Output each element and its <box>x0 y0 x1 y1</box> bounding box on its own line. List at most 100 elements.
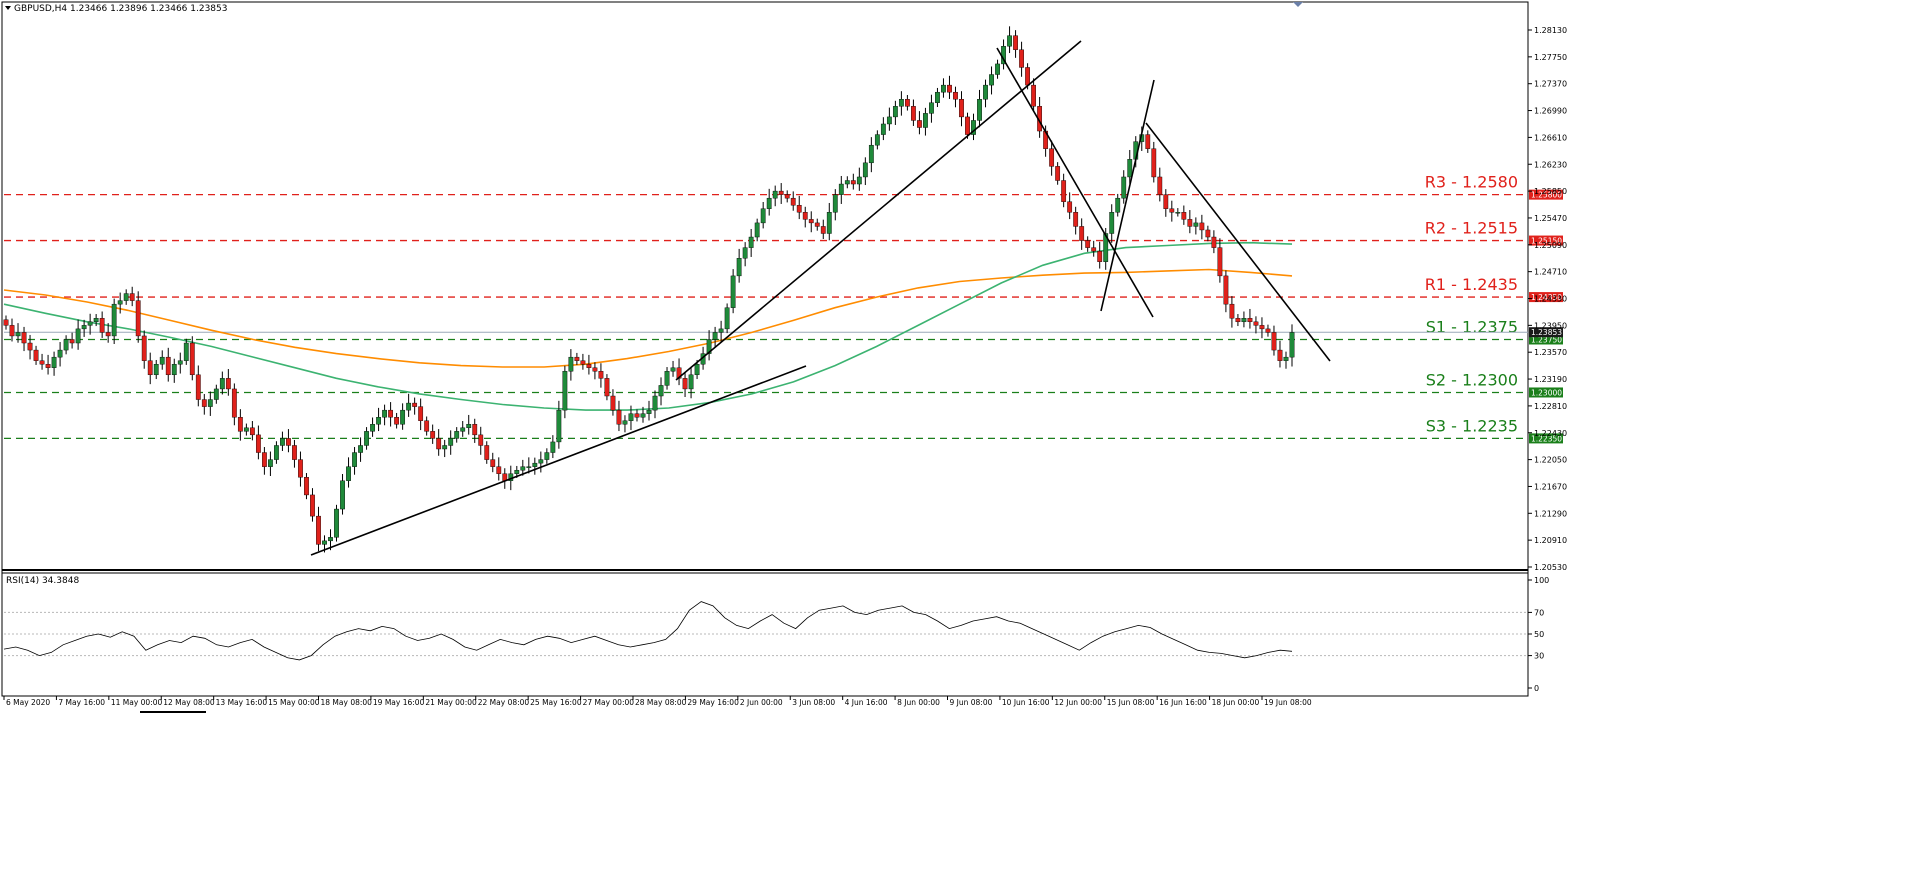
candle-body <box>304 477 309 496</box>
bearish-candle <box>262 447 267 475</box>
bullish-candle <box>364 427 369 450</box>
candle-body <box>1211 236 1217 248</box>
trendline <box>675 40 1082 381</box>
bullish-candle <box>280 431 285 451</box>
candle-body <box>454 431 460 439</box>
bullish-candle <box>352 447 357 475</box>
candle-body <box>286 438 291 446</box>
candle-body <box>1199 222 1205 231</box>
candle-body <box>466 424 472 429</box>
bearish-candle <box>412 397 418 415</box>
bullish-candle <box>183 338 189 365</box>
bullish-candle <box>544 448 550 464</box>
candle-body <box>898 99 904 107</box>
bullish-candle <box>724 303 730 334</box>
candle-body <box>1061 180 1067 202</box>
bearish-candle <box>237 409 243 441</box>
candle-body <box>772 190 778 199</box>
candle-body <box>1157 176 1163 195</box>
bullish-candle <box>219 371 225 395</box>
candle-body <box>688 374 694 390</box>
candle-body <box>820 226 826 234</box>
candle-body <box>412 402 418 407</box>
scroll-marker-icon[interactable] <box>1293 2 1303 7</box>
candle-body <box>490 459 496 467</box>
bullish-candle <box>1121 170 1127 204</box>
bullish-candle <box>983 79 988 108</box>
time-tick-label: 29 May 16:00 <box>687 698 739 707</box>
price-tick-label: 1.27750 <box>1534 53 1567 62</box>
candle-body <box>1163 194 1169 209</box>
candle-body <box>237 417 243 432</box>
level-label-s1: S1 - 1.2375 <box>1426 317 1518 336</box>
bearish-candle <box>316 506 321 552</box>
bearish-candle <box>917 111 922 135</box>
bearish-candle <box>947 75 952 99</box>
candle-body <box>9 325 15 337</box>
candle-body <box>538 459 544 464</box>
dropdown-triangle-icon[interactable] <box>5 6 11 10</box>
candle-body <box>640 413 646 418</box>
price-tick-label: 1.26990 <box>1534 107 1567 116</box>
candle-body <box>748 236 754 248</box>
candle-body <box>219 378 225 390</box>
candle-body <box>604 378 610 397</box>
candle-body <box>923 113 928 128</box>
bearish-candle <box>45 354 51 375</box>
bullish-candle <box>862 157 868 186</box>
candle-body <box>430 431 436 439</box>
candle-body <box>874 134 880 146</box>
candle-body <box>171 364 177 376</box>
candle-body <box>886 116 892 125</box>
candle-body <box>328 537 333 542</box>
bullish-candle <box>874 130 880 150</box>
candle-body <box>1229 303 1235 319</box>
candle-body <box>730 275 736 308</box>
candle-body <box>1265 328 1271 333</box>
candle-body <box>868 144 874 164</box>
candle-body <box>682 378 688 390</box>
bearish-candle <box>1277 340 1283 368</box>
bullish-candle <box>63 335 69 355</box>
candle-body <box>424 420 430 432</box>
bearish-candle <box>1247 308 1253 329</box>
candle-body <box>352 452 357 467</box>
bullish-candle <box>929 94 934 123</box>
candle-body <box>99 318 105 333</box>
bullish-candle <box>111 298 117 345</box>
bullish-candle <box>868 137 874 173</box>
bearish-candle <box>574 352 580 365</box>
level-tag-text: 1.23000 <box>1531 388 1562 397</box>
price-axis: 1.28130 1.27750 1.27370 1.26990 1.26610 1.262… <box>1528 26 1567 572</box>
bearish-candle <box>1217 238 1223 283</box>
candle-body <box>195 374 201 400</box>
candle-body <box>1067 201 1073 213</box>
bullish-candle <box>382 404 387 426</box>
bearish-candle <box>802 206 808 228</box>
bullish-candle <box>622 415 628 433</box>
candle-body <box>292 445 297 460</box>
bullish-candle <box>706 330 712 361</box>
candle-body <box>472 424 478 436</box>
candle-body <box>724 307 730 330</box>
candle-body <box>123 293 129 301</box>
candle-body <box>706 339 712 354</box>
rsi-line <box>3 601 1293 661</box>
bearish-candle <box>388 402 393 427</box>
candle-body <box>526 466 532 468</box>
candle-body <box>568 356 574 372</box>
candle-body <box>274 445 279 460</box>
time-tick-label: 11 May 00:00 <box>111 698 163 707</box>
time-tick-label: 8 Jun 00:00 <box>897 698 940 707</box>
candle-body <box>856 176 862 185</box>
bullish-candle <box>400 403 406 430</box>
candle-body <box>592 367 598 372</box>
candle-body <box>616 409 622 425</box>
bearish-candle <box>33 345 39 365</box>
candle-body <box>652 395 658 411</box>
candle-body <box>1121 176 1127 199</box>
candle-body <box>231 388 237 418</box>
price-tick-label: 1.27370 <box>1534 80 1567 89</box>
bullish-candle <box>923 107 928 136</box>
candle-body <box>478 434 484 446</box>
